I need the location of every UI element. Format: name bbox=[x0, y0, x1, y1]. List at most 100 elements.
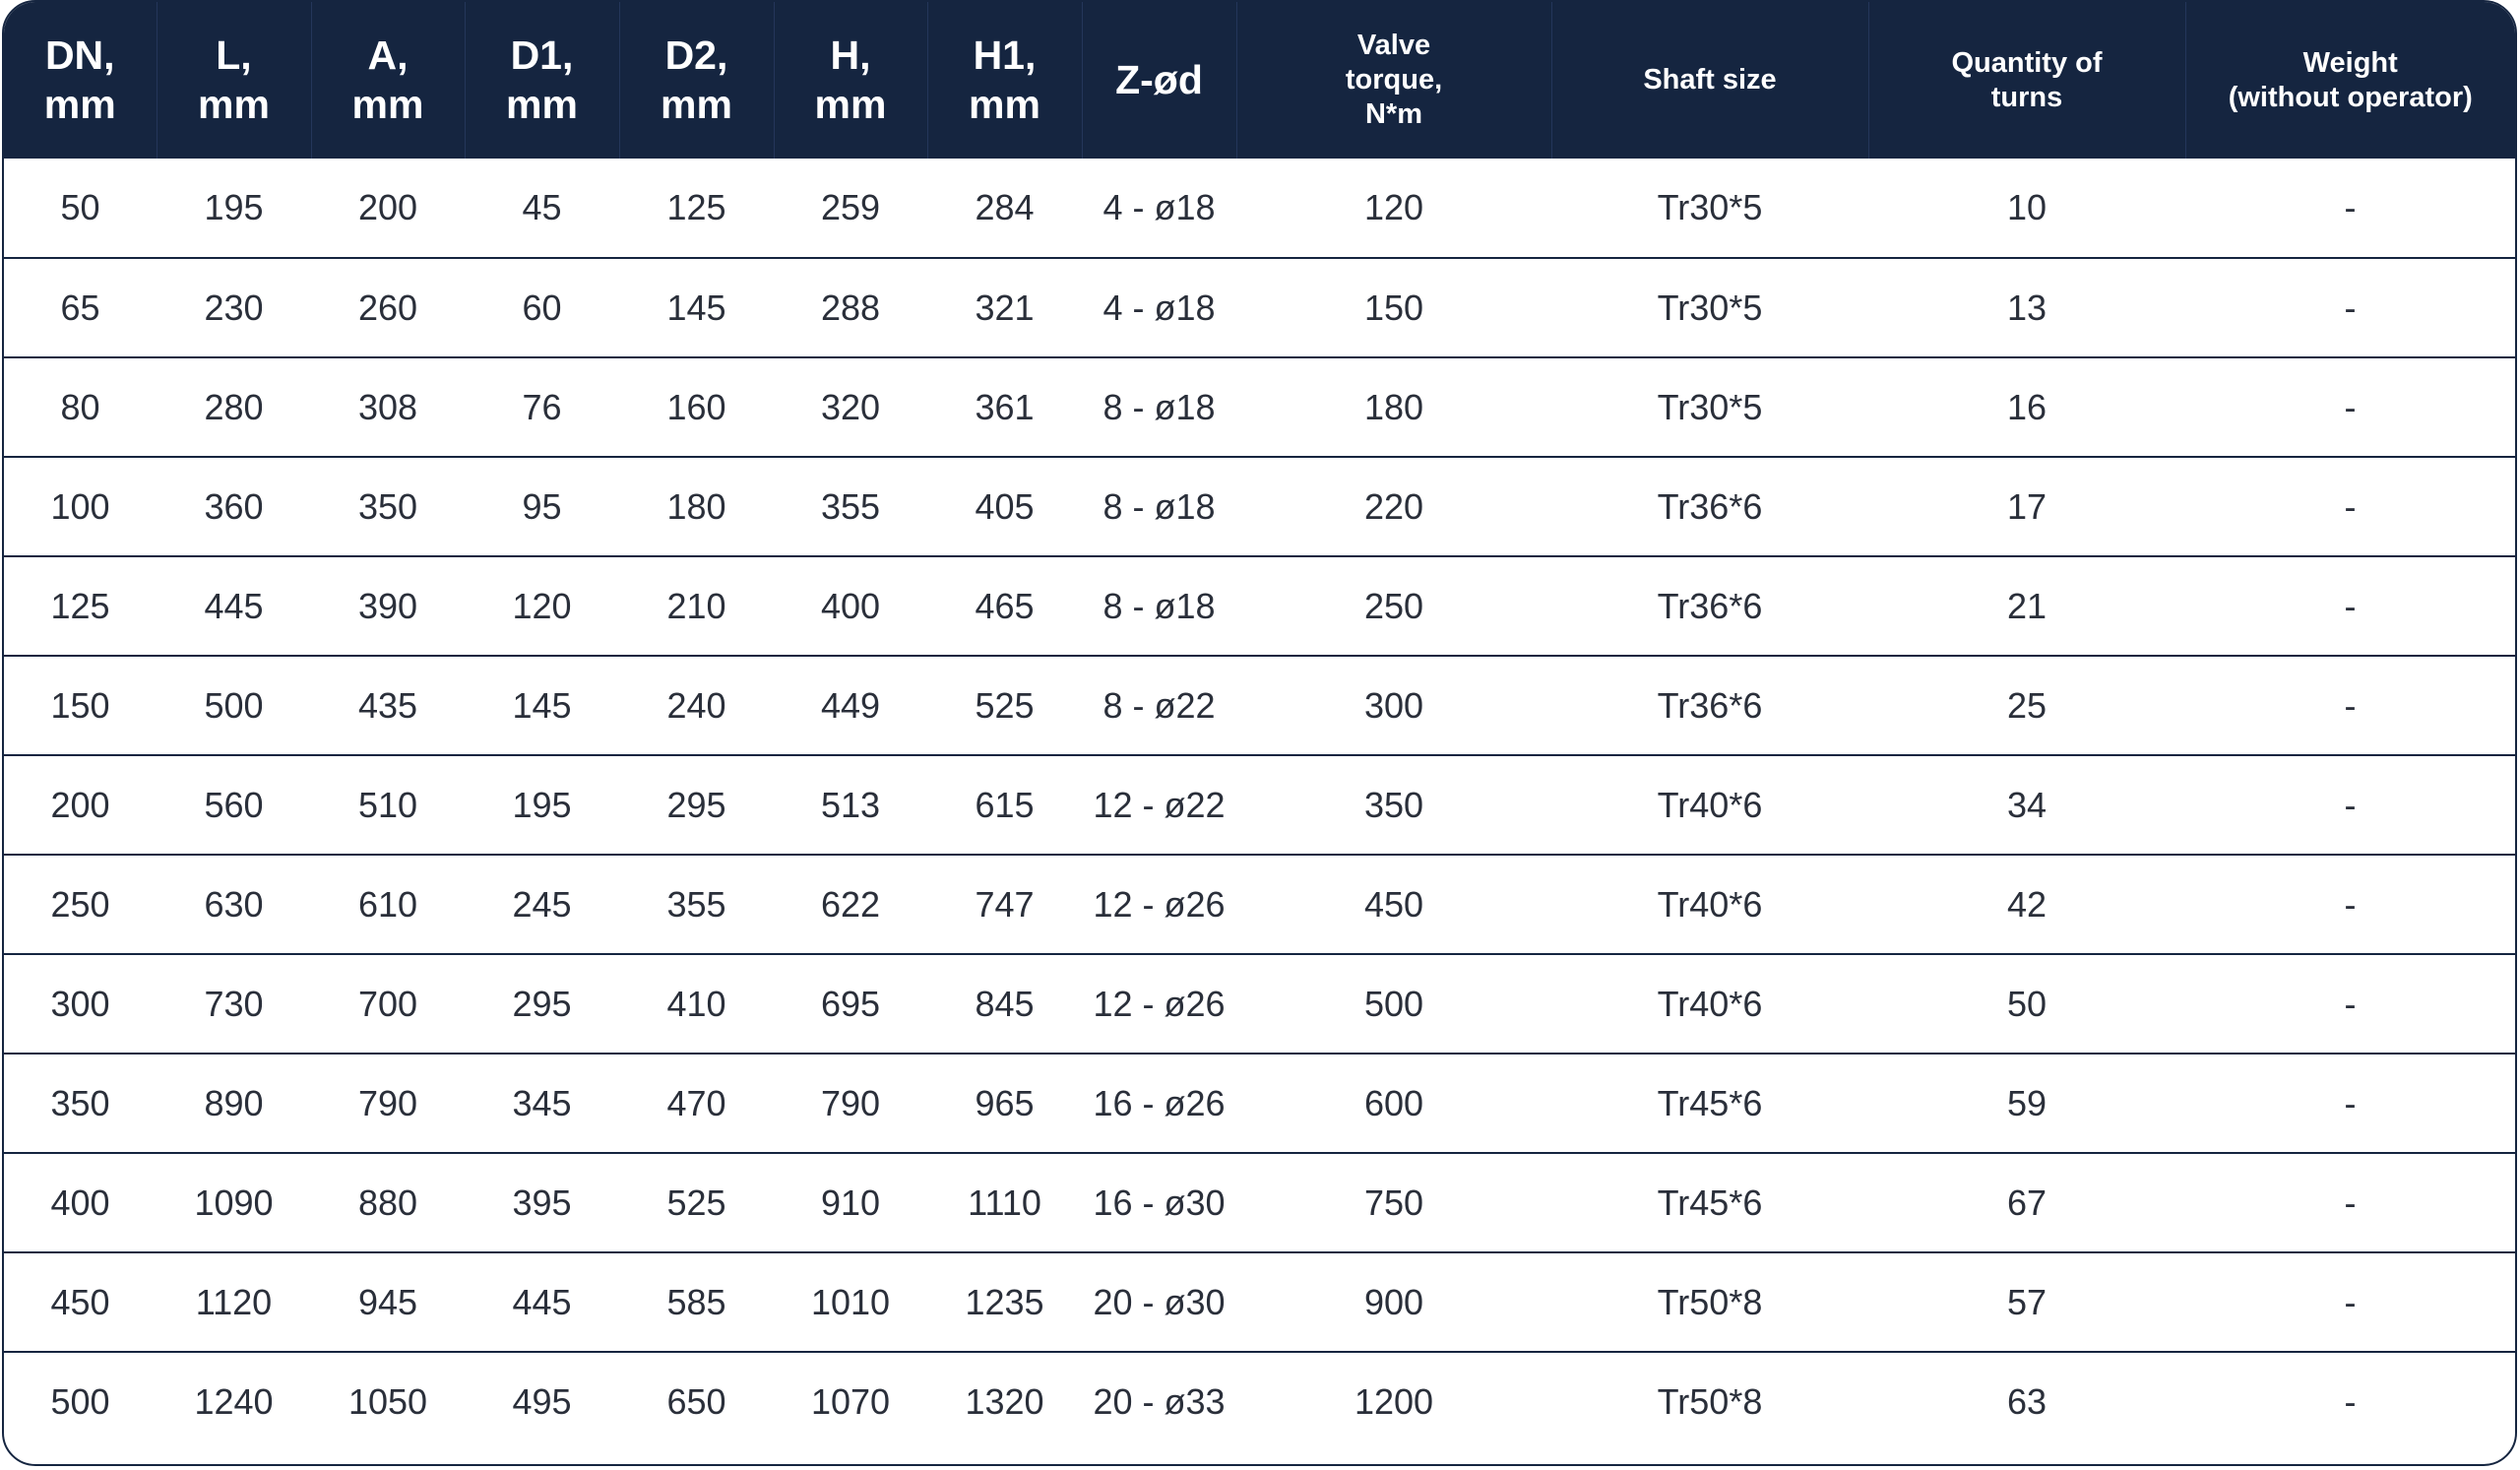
cell-h1: 405 bbox=[927, 456, 1082, 556]
table-row: 450 1120 945 445 585 1010 1235 20 - ø30 900 Tr50*… bbox=[4, 1251, 2515, 1352]
cell-shaft-size: Tr40*6 bbox=[1551, 953, 1868, 1054]
cell-valve-torque: 250 bbox=[1236, 555, 1551, 656]
cell-d1: 45 bbox=[522, 187, 562, 227]
cell-d1: 345 bbox=[465, 1053, 619, 1153]
cell-dn: 200 bbox=[4, 754, 157, 855]
table-row: 350 890 790 345 470 790 965 16 - ø26 600 Tr45*6 59… bbox=[4, 1053, 2515, 1153]
cell-l: 560 bbox=[157, 754, 311, 855]
cell-l: 360 bbox=[157, 456, 311, 556]
cell-h1: 845 bbox=[927, 953, 1082, 1054]
table-row: 250 630 610 245 355 622 747 12 - ø26 450 Tr40*6 42… bbox=[4, 854, 2515, 954]
cell-d2: 650 bbox=[619, 1351, 774, 1451]
cell-d2: 180 bbox=[619, 456, 774, 556]
cell-d2: 525 bbox=[619, 1152, 774, 1252]
cell-h: 449 bbox=[774, 655, 927, 755]
table-header: DN, mm L, mm A, mm D1, mm D2, mm H, mm H1, mm Z… bbox=[4, 2, 2515, 159]
cell-shaft-size: Tr30*5 bbox=[1551, 356, 1868, 457]
cell-a: 308 bbox=[311, 356, 465, 457]
cell-weight: - bbox=[2185, 356, 2515, 457]
table-row: 65 230 260 60 145 288 321 4 - ø18 150 Tr30*5 13- bbox=[4, 257, 2515, 357]
cell-quantity-of-turns: 50 bbox=[1868, 953, 2185, 1054]
header-row: DN, mm L, mm A, mm D1, mm D2, mm H, mm H1, mm Z… bbox=[4, 2, 2515, 159]
table-row: 125 445 390 120 210 400 465 8 - ø18 250 Tr36*6 21- bbox=[4, 555, 2515, 656]
cell-dn: 450 bbox=[4, 1251, 157, 1352]
cell-h: 1070 bbox=[774, 1351, 927, 1451]
cell-d1: 95 bbox=[465, 456, 619, 556]
cell-dn: 150 bbox=[4, 655, 157, 755]
cell-dn: 350 bbox=[4, 1053, 157, 1153]
cell-dn: 65 bbox=[4, 257, 157, 357]
cell-weight: - bbox=[2344, 187, 2357, 227]
cell-z-od: 16 - ø30 bbox=[1082, 1152, 1236, 1252]
cell-z-od: 4 - ø18 bbox=[1082, 257, 1236, 357]
cell-valve-torque: 300 bbox=[1236, 655, 1551, 755]
table-row: 50 195 200 45 125 259 284 4 - ø18 120 Tr30*5 10 - bbox=[4, 159, 2515, 258]
cell-l: 1090 bbox=[157, 1152, 311, 1252]
table-row: 100 360 350 95 180 355 405 8 - ø18 220 Tr36*6 17- bbox=[4, 456, 2515, 556]
column-header-label: L, mm bbox=[198, 32, 270, 127]
cell-a: 945 bbox=[311, 1251, 465, 1352]
cell-z-od: 8 - ø18 bbox=[1082, 555, 1236, 656]
cell-z-od: 12 - ø22 bbox=[1082, 754, 1236, 855]
cell-h1: 321 bbox=[927, 257, 1082, 357]
cell-l: 730 bbox=[157, 953, 311, 1054]
column-header-label: Weight (without operator) bbox=[2228, 46, 2473, 113]
cell-shaft-size: Tr45*6 bbox=[1551, 1053, 1868, 1153]
cell-d2: 470 bbox=[619, 1053, 774, 1153]
cell-h: 513 bbox=[774, 754, 927, 855]
column-header-label: A, mm bbox=[351, 32, 424, 127]
column-header-label: D1, mm bbox=[506, 32, 578, 127]
cell-a: 350 bbox=[311, 456, 465, 556]
cell-quantity-of-turns: 13 bbox=[1868, 257, 2185, 357]
cell-d2: 355 bbox=[619, 854, 774, 954]
cell-a: 880 bbox=[311, 1152, 465, 1252]
cell-d2: 160 bbox=[619, 356, 774, 457]
cell-weight: - bbox=[2185, 1053, 2515, 1153]
cell-z-od: 8 - ø18 bbox=[1082, 356, 1236, 457]
cell-d1: 60 bbox=[465, 257, 619, 357]
cell-weight: - bbox=[2185, 1152, 2515, 1252]
table-row: 300 730 700 295 410 695 845 12 - ø26 500 Tr40*6 50… bbox=[4, 953, 2515, 1054]
cell-l: 195 bbox=[204, 187, 264, 227]
cell-l: 1120 bbox=[157, 1251, 311, 1352]
cell-quantity-of-turns: 42 bbox=[1868, 854, 2185, 954]
column-header-label: H1, mm bbox=[969, 32, 1040, 127]
cell-d1: 295 bbox=[465, 953, 619, 1054]
cell-shaft-size: Tr36*6 bbox=[1551, 655, 1868, 755]
column-header-h1: H1, mm bbox=[927, 2, 1083, 159]
cell-a: 260 bbox=[311, 257, 465, 357]
cell-a: 200 bbox=[357, 187, 418, 227]
cell-d1: 445 bbox=[465, 1251, 619, 1352]
cell-weight: - bbox=[2185, 1251, 2515, 1352]
cell-l: 890 bbox=[157, 1053, 311, 1153]
cell-quantity-of-turns: 10 bbox=[2006, 187, 2048, 227]
cell-d1: 195 bbox=[465, 754, 619, 855]
cell-d2: 145 bbox=[619, 257, 774, 357]
column-header-label: Shaft size bbox=[1643, 64, 1777, 96]
valve-spec-table: DN, mm L, mm A, mm D1, mm D2, mm H, mm H1, mm Z… bbox=[4, 2, 2515, 1451]
cell-weight: - bbox=[2185, 854, 2515, 954]
cell-shaft-size: Tr30*5 bbox=[1657, 187, 1763, 227]
cell-shaft-size: Tr50*8 bbox=[1551, 1251, 1868, 1352]
cell-h1: 361 bbox=[927, 356, 1082, 457]
cell-z-od: 12 - ø26 bbox=[1082, 953, 1236, 1054]
cell-weight: - bbox=[2185, 953, 2515, 1054]
column-header-d1: D1, mm bbox=[465, 2, 620, 159]
table-row: 150 500 435 145 240 449 525 8 - ø22 300 Tr36*6 25- bbox=[4, 655, 2515, 755]
cell-valve-torque: 350 bbox=[1236, 754, 1551, 855]
cell-d1: 245 bbox=[465, 854, 619, 954]
cell-d2: 125 bbox=[666, 187, 726, 227]
table-row: 500 1240 1050 495 650 1070 1320 20 - ø33 1200 Tr5… bbox=[4, 1351, 2515, 1451]
column-header-label: DN, mm bbox=[43, 32, 116, 127]
cell-dn: 50 bbox=[60, 187, 100, 227]
cell-valve-torque: 450 bbox=[1236, 854, 1551, 954]
cell-dn: 125 bbox=[4, 555, 157, 656]
column-header-d2: D2, mm bbox=[619, 2, 775, 159]
cell-dn: 250 bbox=[4, 854, 157, 954]
cell-d1: 120 bbox=[465, 555, 619, 656]
cell-h1: 1110 bbox=[927, 1152, 1082, 1252]
cell-h: 695 bbox=[774, 953, 927, 1054]
cell-shaft-size: Tr40*6 bbox=[1551, 854, 1868, 954]
cell-quantity-of-turns: 67 bbox=[1868, 1152, 2185, 1252]
cell-h: 790 bbox=[774, 1053, 927, 1153]
